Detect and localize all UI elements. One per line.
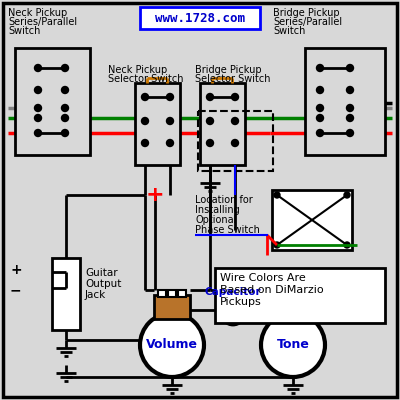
Text: +: + xyxy=(146,185,164,205)
Circle shape xyxy=(316,104,324,112)
Text: +: + xyxy=(10,263,22,277)
Text: Series/Parallel: Series/Parallel xyxy=(273,17,342,27)
Text: Output: Output xyxy=(85,279,121,289)
Text: www.1728.com: www.1728.com xyxy=(155,12,245,26)
Text: Switch: Switch xyxy=(8,26,40,36)
Circle shape xyxy=(346,130,354,136)
Text: Jack: Jack xyxy=(85,290,106,300)
Circle shape xyxy=(34,114,42,122)
Text: −: − xyxy=(10,283,22,297)
Circle shape xyxy=(62,86,68,94)
Text: Wire Colors Are: Wire Colors Are xyxy=(220,273,306,283)
Text: Series/Parallel: Series/Parallel xyxy=(8,17,77,27)
Bar xyxy=(168,290,176,297)
Circle shape xyxy=(274,242,280,248)
Bar xyxy=(200,83,245,165)
Circle shape xyxy=(34,64,42,72)
Bar xyxy=(305,48,385,155)
Bar xyxy=(154,295,190,319)
Circle shape xyxy=(274,192,280,198)
Circle shape xyxy=(261,313,325,377)
Text: Selector Switch: Selector Switch xyxy=(108,74,184,84)
Circle shape xyxy=(206,140,214,146)
Bar xyxy=(272,190,352,250)
Text: Pickups: Pickups xyxy=(220,297,262,307)
Text: Optional: Optional xyxy=(195,215,236,225)
Bar xyxy=(158,290,166,297)
Circle shape xyxy=(62,130,68,136)
Circle shape xyxy=(142,118,148,124)
Circle shape xyxy=(221,301,245,325)
Circle shape xyxy=(142,94,148,100)
Bar xyxy=(52,258,80,330)
Bar xyxy=(135,83,180,165)
Bar xyxy=(15,48,90,155)
Text: Neck Pickup: Neck Pickup xyxy=(108,65,167,75)
Circle shape xyxy=(62,104,68,112)
Bar xyxy=(140,7,260,29)
Text: Based on DiMarzio: Based on DiMarzio xyxy=(220,285,324,295)
Circle shape xyxy=(166,118,174,124)
Text: Installing: Installing xyxy=(195,205,240,215)
Circle shape xyxy=(232,94,238,100)
Circle shape xyxy=(34,104,42,112)
Text: Selector Switch: Selector Switch xyxy=(195,74,270,84)
Circle shape xyxy=(62,114,68,122)
Circle shape xyxy=(206,118,214,124)
Text: Capacitor: Capacitor xyxy=(205,287,261,297)
Circle shape xyxy=(316,130,324,136)
Bar xyxy=(198,111,273,171)
Circle shape xyxy=(316,86,324,94)
Bar xyxy=(215,268,385,323)
Circle shape xyxy=(316,64,324,72)
Text: Switch: Switch xyxy=(273,26,305,36)
Text: Location for: Location for xyxy=(195,195,253,205)
Circle shape xyxy=(166,140,174,146)
Circle shape xyxy=(166,94,174,100)
Bar xyxy=(178,290,186,297)
Bar xyxy=(289,290,297,297)
Circle shape xyxy=(344,192,350,198)
Circle shape xyxy=(346,64,354,72)
Circle shape xyxy=(344,242,350,248)
Text: Volume: Volume xyxy=(146,338,198,352)
Circle shape xyxy=(142,140,148,146)
Bar xyxy=(275,295,311,319)
Text: Guitar: Guitar xyxy=(85,268,118,278)
Circle shape xyxy=(346,86,354,94)
Circle shape xyxy=(346,104,354,112)
Circle shape xyxy=(34,130,42,136)
Circle shape xyxy=(316,114,324,122)
Circle shape xyxy=(62,64,68,72)
Text: Tone: Tone xyxy=(276,338,310,352)
Circle shape xyxy=(140,313,204,377)
Bar xyxy=(279,290,287,297)
Bar xyxy=(299,290,307,297)
Text: Bridge Pickup: Bridge Pickup xyxy=(273,8,340,18)
Circle shape xyxy=(232,140,238,146)
Circle shape xyxy=(34,86,42,94)
Circle shape xyxy=(232,118,238,124)
Circle shape xyxy=(346,114,354,122)
Text: Bridge Pickup: Bridge Pickup xyxy=(195,65,262,75)
Text: Neck Pickup: Neck Pickup xyxy=(8,8,67,18)
Text: Phase Switch: Phase Switch xyxy=(195,225,260,235)
Circle shape xyxy=(206,94,214,100)
